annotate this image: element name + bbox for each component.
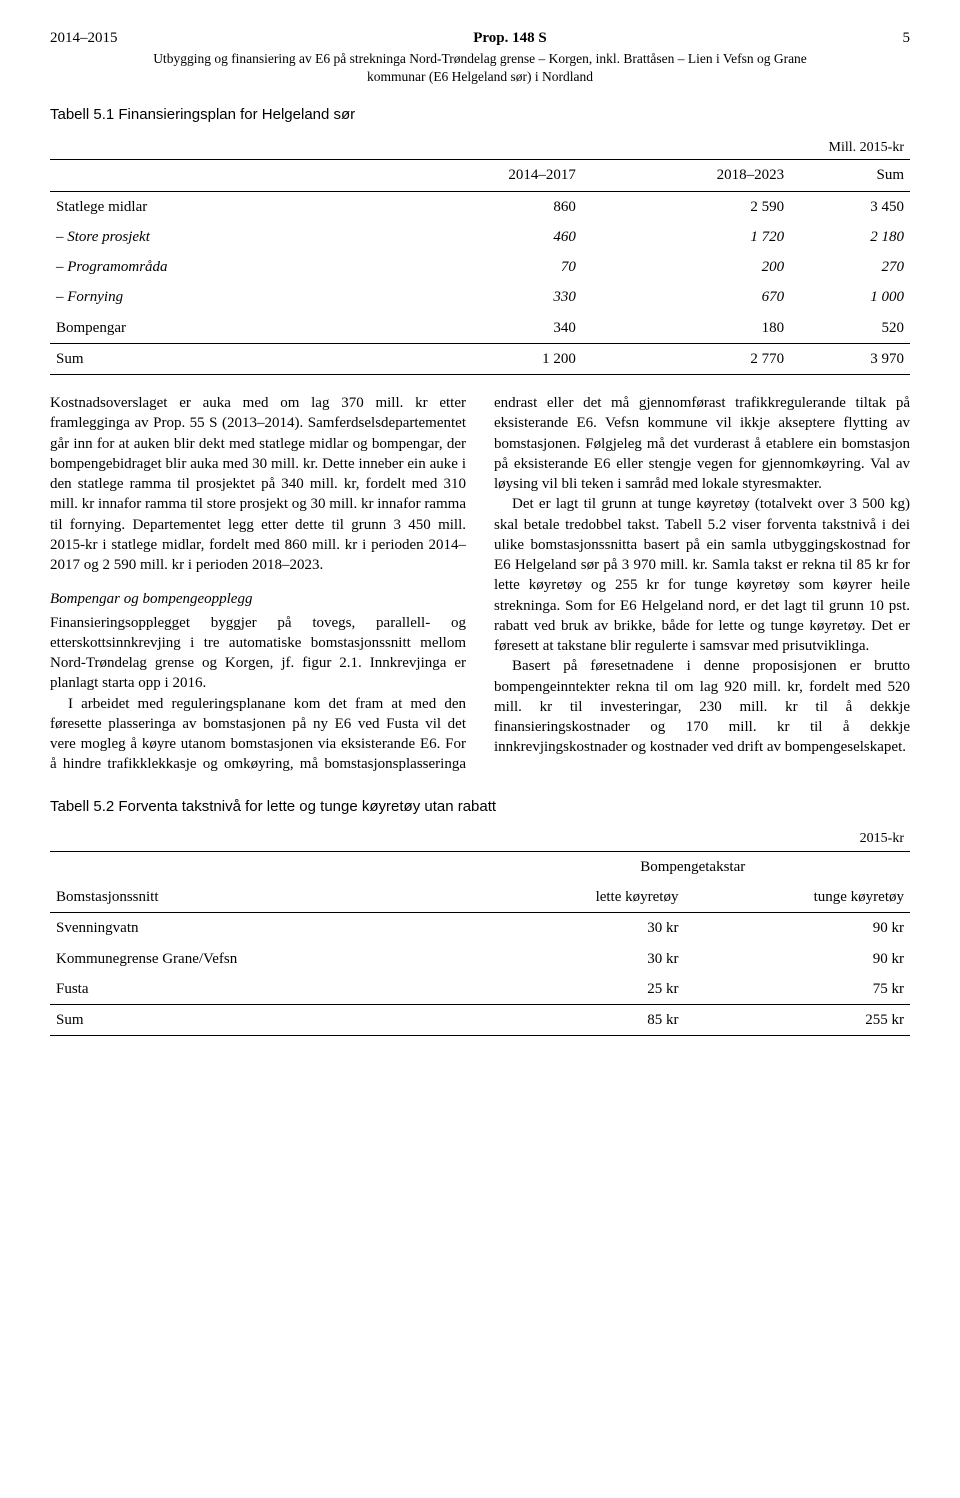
table51-col1: 2014–2017: [374, 160, 582, 191]
table51-title: Tabell 5.1 Finansieringsplan for Helgela…: [50, 105, 910, 125]
table51-col0: [50, 160, 374, 191]
page-header: 2014–2015 Prop. 148 S 5: [50, 28, 910, 48]
table51-title-num: Tabell 5.1: [50, 106, 114, 123]
row-value: 2 590: [582, 191, 790, 222]
body-columns: Kostnadsoverslaget er auka med om lag 37…: [50, 393, 910, 775]
para-kostnad: Kostnadsoverslaget er auka med om lag 37…: [50, 393, 466, 575]
table-row: – Fornying3306701 000: [50, 282, 910, 312]
table-row: Bompengar340180520: [50, 313, 910, 344]
row-value: 70: [374, 252, 582, 282]
table51-title-rest: Finansieringsplan for Helgeland sør: [114, 106, 355, 123]
row-value: 25 kr: [475, 974, 684, 1005]
row-value: 340: [374, 313, 582, 344]
row-label: Statlege midlar: [50, 191, 374, 222]
header-year: 2014–2015: [50, 28, 118, 48]
row-value: 2 770: [582, 343, 790, 374]
table-row: – Store prosjekt4601 7202 180: [50, 222, 910, 252]
row-value: 2 180: [790, 222, 910, 252]
row-label: – Store prosjekt: [50, 222, 374, 252]
table51-col2: 2018–2023: [582, 160, 790, 191]
row-label: Svenningvatn: [50, 913, 475, 944]
table-row: Kommunegrense Grane/Vefsn30 kr90 kr: [50, 944, 910, 974]
table51-unit: Mill. 2015-kr: [50, 134, 910, 160]
table52-title-num: Tabell 5.2: [50, 798, 114, 815]
row-value: 180: [582, 313, 790, 344]
table52-unit: 2015-kr: [50, 825, 910, 851]
row-value: 200: [582, 252, 790, 282]
table-sum-row: Sum85 kr255 kr: [50, 1005, 910, 1036]
row-label: – Fornying: [50, 282, 374, 312]
para-takst: Det er lagt til grunn at tunge køyretøy …: [494, 494, 910, 656]
table52-title: Tabell 5.2 Forventa takstnivå for lette …: [50, 797, 910, 817]
table-row: Statlege midlar8602 5903 450: [50, 191, 910, 222]
table-row: Fusta25 kr75 kr: [50, 974, 910, 1005]
row-label: Fusta: [50, 974, 475, 1005]
row-label: – Programområda: [50, 252, 374, 282]
row-label: Sum: [50, 1005, 475, 1036]
row-value: 30 kr: [475, 913, 684, 944]
row-value: 90 kr: [684, 944, 910, 974]
row-value: 85 kr: [475, 1005, 684, 1036]
table51: Mill. 2015-kr 2014–2017 2018–2023 Sum St…: [50, 134, 910, 376]
row-value: 1 200: [374, 343, 582, 374]
header-subtitle: Utbygging og finansiering av E6 på strek…: [50, 50, 910, 85]
row-value: 90 kr: [684, 913, 910, 944]
row-value: 3 970: [790, 343, 910, 374]
row-value: 255 kr: [684, 1005, 910, 1036]
row-value: 270: [790, 252, 910, 282]
header-pagenum: 5: [902, 28, 910, 48]
row-value: 860: [374, 191, 582, 222]
row-value: 75 kr: [684, 974, 910, 1005]
table-row: Svenningvatn30 kr90 kr: [50, 913, 910, 944]
header-prop: Prop. 148 S: [473, 28, 546, 48]
row-value: 1 000: [790, 282, 910, 312]
para-inntekter: Basert på føresetnadene i denne proposis…: [494, 656, 910, 757]
row-value: 30 kr: [475, 944, 684, 974]
table-sum-row: Sum1 2002 7703 970: [50, 343, 910, 374]
row-value: 670: [582, 282, 790, 312]
row-label: Kommunegrense Grane/Vefsn: [50, 944, 475, 974]
header-sub-line2: kommunar (E6 Helgeland sør) i Nordland: [367, 69, 593, 84]
row-value: 460: [374, 222, 582, 252]
table52-col1: lette køyretøy: [475, 882, 684, 913]
row-label: Bompengar: [50, 313, 374, 344]
table51-col3: Sum: [790, 160, 910, 191]
row-label: Sum: [50, 343, 374, 374]
row-value: 330: [374, 282, 582, 312]
header-sub-line1: Utbygging og finansiering av E6 på strek…: [153, 51, 807, 66]
table52-title-rest: Forventa takstnivå for lette og tunge kø…: [114, 798, 496, 815]
table-row: – Programområda70200270: [50, 252, 910, 282]
row-value: 3 450: [790, 191, 910, 222]
table52: 2015-kr Bompengetakstar Bomstasjonssnitt…: [50, 825, 910, 1036]
row-value: 1 720: [582, 222, 790, 252]
heading-bompengar: Bompengar og bompengeopplegg: [50, 589, 466, 609]
table52-col0: Bomstasjonssnitt: [50, 882, 475, 913]
para-finansiering: Finansieringsopplegget byggjer på tovegs…: [50, 613, 466, 694]
row-value: 520: [790, 313, 910, 344]
table52-col2: tunge køyretøy: [684, 882, 910, 913]
table52-group-header: Bompengetakstar: [475, 851, 910, 882]
